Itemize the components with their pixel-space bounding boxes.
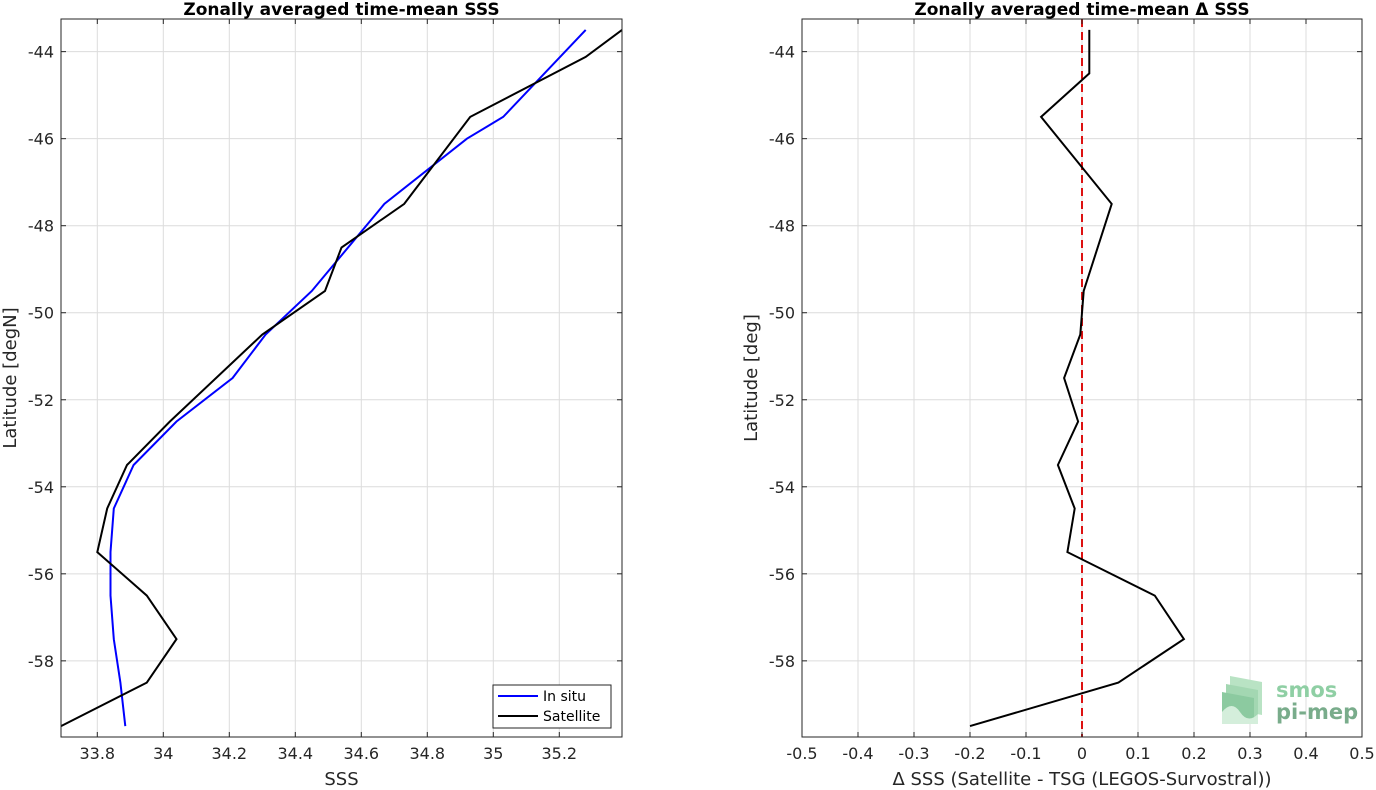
layered-wave-logo-icon [1222,676,1262,724]
sss-series-line-in-situ [109,29,587,727]
legend-label-in-situ: In situ [543,689,586,705]
sss-y-tick-label: -46 [28,130,54,149]
delta-sss-chart: -0.5 -0.4 -0.3 -0.2 -0.1 0 0.1 0.2 0.3 0.4 0.5 -58 -… [741,0,1375,790]
sss-x-tick-label: 34.4 [277,744,313,763]
delta-x-tick-label: -0.2 [954,744,985,763]
sss-x-tick-label: 34.8 [409,744,445,763]
delta-x-tick-label: 0.1 [1125,744,1150,763]
sss-legend: In situ Satellite [492,684,612,729]
sss-chart: 33.8 34 34.2 34.4 34.6 34.8 35 35.2 -58 -56 -54 -52… [0,0,623,790]
sss-y-tick-label: -50 [28,304,54,323]
sss-x-tick-label: 34 [153,744,173,763]
delta-series-line-delta [969,29,1186,728]
delta-x-tick-label: 0.2 [1181,744,1206,763]
delta-x-tick-label: 0.4 [1293,744,1318,763]
sss-plot-area [61,19,622,737]
delta-x-tick-label: 0.5 [1349,744,1374,763]
delta-y-tick-label: -44 [769,43,795,62]
sss-ticks: 33.8 34 34.2 34.4 34.6 34.8 35 35.2 -58 -56 -54 -52… [28,19,622,763]
sss-grid [61,19,622,737]
sss-x-tick-label: 33.8 [79,744,115,763]
delta-x-tick-label: 0 [1077,744,1087,763]
delta-y-tick-label: -56 [769,565,795,584]
sss-x-tick-label: 35.2 [541,744,577,763]
delta-x-tick-label: 0.3 [1237,744,1262,763]
logo-text-smos: smos [1276,678,1337,702]
delta-x-tick-label: -0.3 [898,744,929,763]
sss-x-axis-label: SSS [324,769,358,790]
delta-y-tick-label: -52 [769,391,795,410]
sss-chart-title: Zonally averaged time-mean SSS [183,0,499,20]
delta-y-tick-label: -58 [769,652,795,671]
smos-pi-mep-logo: smos pi-mep [1222,676,1358,724]
sss-y-axis-label: Latitude [degN] [0,307,21,448]
delta-series-lines [969,19,1186,737]
delta-x-tick-label: -0.1 [1010,744,1041,763]
delta-x-axis-label: Δ SSS (Satellite - TSG (LEGOS-Survostral… [892,769,1271,790]
delta-chart-title: Zonally averaged time-mean Δ SSS [914,0,1249,20]
delta-y-tick-label: -50 [769,304,795,323]
sss-y-tick-label: -52 [28,391,54,410]
delta-ticks: -0.5 -0.4 -0.3 -0.2 -0.1 0 0.1 0.2 0.3 0.4 0.5 -58 -… [769,19,1375,763]
delta-y-tick-label: -46 [769,130,795,149]
sss-series-line-satellite [60,29,623,727]
delta-x-tick-label: -0.4 [842,744,873,763]
sss-series-lines [60,29,623,727]
sss-y-tick-label: -54 [28,478,54,497]
delta-y-tick-label: -48 [769,217,795,236]
sss-y-tick-label: -58 [28,652,54,671]
delta-y-tick-label: -54 [769,478,795,497]
sss-x-tick-label: 34.2 [211,744,247,763]
sss-x-tick-label: 35 [483,744,503,763]
sss-y-tick-label: -48 [28,217,54,236]
delta-y-axis-label: Latitude [deg] [741,314,762,442]
sss-y-tick-label: -44 [28,43,54,62]
sss-y-tick-label: -56 [28,565,54,584]
legend-label-satellite: Satellite [543,709,600,725]
sss-plot-frame [60,18,623,738]
delta-x-tick-label: -0.5 [786,744,817,763]
logo-text-pi-mep: pi-mep [1276,700,1358,724]
legend-box [492,684,612,729]
sss-x-tick-label: 34.6 [343,744,379,763]
